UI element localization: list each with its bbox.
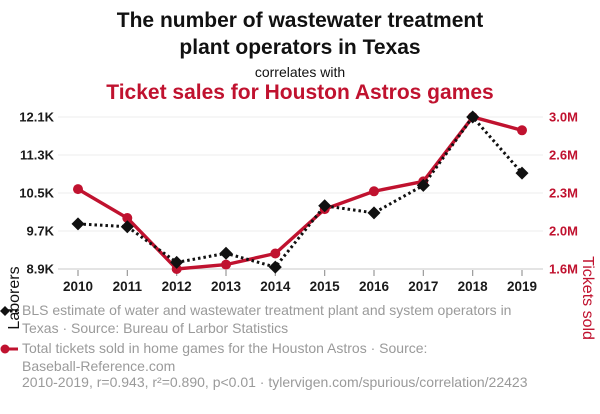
data-point-diamond (318, 199, 332, 213)
data-point-diamond (120, 220, 134, 234)
data-point-circle (369, 186, 379, 197)
left-axis-tick-label: 11.3K (20, 148, 55, 163)
data-point-circle (517, 125, 527, 136)
chart-area: 12.1K 3.0M 11.3K 2.6M 10.5K 2.3M 9.7K 2.0M 8.9K 1… (0, 105, 600, 340)
data-point-circle (270, 248, 281, 259)
title-connector: correlates with (254, 64, 346, 80)
data-point-diamond (170, 255, 184, 269)
x-axis-tick-label: 2018 (458, 279, 489, 294)
data-point-diamond (268, 260, 282, 274)
right-axis-tick-label: 3.0M (549, 110, 578, 125)
data-point-diamond (416, 178, 430, 192)
data-point-diamond (367, 206, 381, 220)
page-title: The number of wastewater treatment plant… (116, 9, 484, 59)
data-point-circle (122, 213, 133, 223)
right-axis-tick-label: 2.6M (549, 148, 578, 163)
legend-entry-tickets: Total tickets sold in home games for the… (0, 339, 600, 375)
left-axis-tick-label: 10.5K (19, 186, 54, 201)
legend-entry-laborers: BLS estimate of water and wastewater tre… (0, 301, 600, 337)
data-point-circle (221, 259, 231, 270)
x-axis-tick-label: 2016 (359, 279, 390, 294)
left-axis-tick-label: 9.7K (27, 224, 55, 239)
black-diamond-dashed-marker-icon (0, 306, 20, 316)
x-axis-tick-label: 2019 (507, 279, 537, 294)
right-axis-tick-label: 1.6M (549, 262, 578, 277)
x-axis-tick-label: 2011 (113, 279, 143, 294)
series-line-left (77, 114, 524, 269)
stats-footnote: 2010-2019, r=0.943, r²=0.890, p<0.01 · t… (22, 374, 528, 390)
data-point-diamond (466, 110, 480, 124)
legend-entry-label: Total tickets sold in home games for the… (22, 340, 428, 374)
x-axis-tick-label: 2010 (63, 279, 93, 294)
data-point-circle (171, 264, 182, 274)
left-axis-tick-label: 8.9K (27, 262, 55, 277)
data-point-circle (73, 184, 83, 195)
left-axis-tick-label: 12.1K (19, 110, 54, 125)
data-point-diamond (219, 246, 233, 260)
right-axis-tick-label: 2.3M (549, 186, 578, 201)
red-circle-line-marker-icon (0, 344, 18, 354)
x-axis-tick-label: 2012 (162, 279, 192, 294)
right-axis-tick-label: 2.0M (549, 224, 578, 239)
secondary-title: Ticket sales for Houston Astros games (106, 81, 494, 104)
x-axis-tick-label: 2017 (408, 279, 438, 294)
data-point-diamond (71, 217, 85, 231)
chart-svg: 12.1K 3.0M 11.3K 2.6M 10.5K 2.3M 9.7K 2.0M 8.9K 1… (19, 110, 578, 295)
data-point-diamond (515, 166, 529, 180)
x-axis-tick-label: 2014 (260, 279, 291, 294)
x-axis-tick-label: 2015 (310, 279, 341, 294)
x-axis-tick-label: 2013 (211, 279, 242, 294)
legend-entry-label: BLS estimate of water and wastewater tre… (22, 302, 512, 336)
